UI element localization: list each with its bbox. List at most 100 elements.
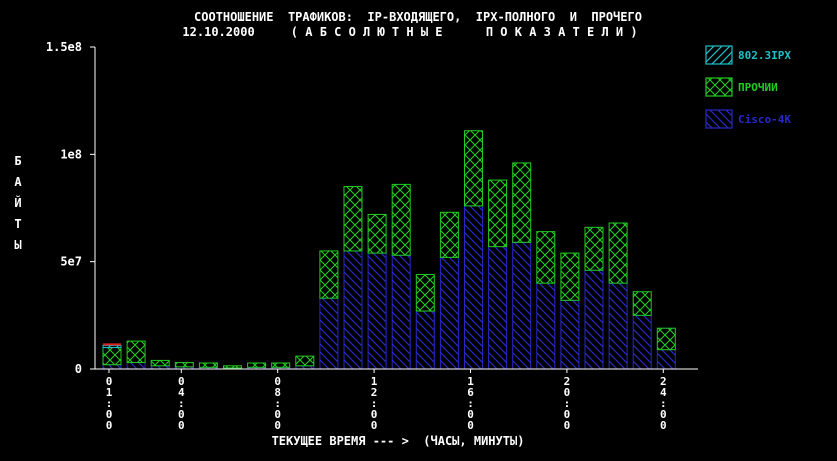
bar-segment [464, 205, 483, 370]
bar-segment [102, 344, 122, 349]
legend-label: ПРОЧИИ [738, 81, 778, 94]
bar-segment [560, 299, 580, 370]
x-tick-label-char: 2 [371, 386, 378, 399]
x-tick-label-char: 2 [564, 375, 571, 388]
legend-label: Cisco-4K [738, 113, 791, 126]
x-tick-label-char: 0 [467, 419, 474, 432]
bar-segment [512, 241, 532, 370]
bar-segment [656, 349, 676, 370]
x-tick-label-char: 0 [178, 408, 185, 421]
bar-segment [319, 297, 339, 370]
x-tick-label-char: 0 [660, 408, 667, 421]
legend-swatch [705, 45, 733, 65]
y-tick-label: 1e8 [60, 147, 82, 161]
x-tick-label-char: : [564, 397, 571, 410]
bar-segment [464, 130, 483, 207]
legend-swatch [705, 77, 733, 97]
chart-title: СООТНОШЕНИЕ ТРАФИКОВ: IP-ВХОДЯЩЕГО, IPX-… [194, 10, 642, 24]
x-tick-label-char: 0 [564, 419, 571, 432]
bar-segment [584, 226, 604, 271]
bar-segment [415, 274, 435, 312]
bar-segment [367, 252, 387, 370]
axes [94, 47, 698, 370]
bar-segment [295, 355, 315, 367]
bar-segment [198, 362, 218, 368]
x-tick-label-char: 0 [274, 408, 281, 421]
bar-segment [632, 291, 652, 316]
bar-segment [584, 269, 604, 370]
y-axis-label-letter: Й [14, 195, 21, 210]
y-axis-label-letter: Т [14, 217, 21, 231]
x-tick-label-char: 4 [178, 386, 185, 399]
bar-segment [174, 362, 194, 368]
x-tick-label-char: : [371, 397, 378, 410]
x-tick-label-char: 0 [371, 408, 378, 421]
y-tick-label: 1.5e8 [46, 40, 82, 54]
x-tick-label-char: 0 [564, 386, 571, 399]
x-tick-label-char: 0 [178, 375, 185, 388]
bar-segment [271, 362, 291, 368]
x-tick-label-char: : [106, 397, 113, 410]
x-tick-label-char: 1 [106, 386, 113, 399]
bar-segment [656, 327, 676, 351]
legend: 802.3IPX ПРОЧИИ Cisco-4K [705, 45, 791, 129]
bar-segment [367, 213, 387, 254]
bar-segment [536, 282, 556, 370]
bar-segment [488, 179, 508, 248]
x-tick-label-char: : [274, 397, 281, 410]
x-tick-label-char: 0 [106, 408, 113, 421]
y-tick-label: 0 [75, 362, 82, 376]
bar-segment [415, 310, 435, 370]
x-tick-label-char: 0 [564, 408, 571, 421]
bar-segment [632, 314, 652, 370]
legend-label: 802.3IPX [738, 49, 791, 62]
legend-swatch [705, 109, 733, 129]
x-tick-label-char: 0 [106, 419, 113, 432]
y-tick-label: 5e7 [60, 255, 82, 269]
x-tick-label-char: 8 [274, 386, 281, 399]
bar-segment [512, 162, 532, 243]
bar-segment [126, 362, 146, 370]
bar-segment [223, 365, 242, 369]
bar-segment [102, 364, 122, 370]
bar-segment [319, 250, 339, 299]
x-tick-label-char: 4 [660, 386, 667, 399]
chart-subtitle: 12.10.2000 ( А Б С О Л Ю Т Н Ы Е П О К А… [182, 25, 637, 39]
x-tick-label-char: 0 [274, 419, 281, 432]
x-tick-label-char: 1 [371, 375, 378, 388]
bar-segment [391, 183, 411, 256]
bar-segment [608, 222, 628, 284]
x-tick-label-char: 2 [660, 375, 667, 388]
x-tick-label-char: : [467, 397, 474, 410]
y-axis-label-letter: А [14, 175, 22, 189]
y-axis-label-letter: Ы [14, 238, 21, 252]
x-tick-label-char: 0 [274, 375, 281, 388]
bar-segment [343, 186, 363, 252]
bars-group [102, 130, 676, 370]
bar-segment [343, 250, 363, 370]
bar-segment [247, 362, 267, 368]
x-tick-label-char: : [178, 397, 185, 410]
y-axis-ticks: 0 5e7 1e8 1.5e8 [46, 40, 95, 376]
y-axis-label-letter: Б [14, 154, 21, 168]
bar-segment [150, 359, 170, 367]
x-tick-label-char: 0 [106, 375, 113, 388]
bar-segment [102, 347, 122, 366]
x-tick-label-char: 1 [467, 375, 474, 388]
bar-segment [439, 256, 459, 370]
bar-segment [439, 211, 459, 258]
bar-segment [560, 252, 580, 301]
x-axis-label: ТЕКУЩЕЕ ВРЕМЯ --- > (ЧАСЫ, МИНУТЫ) [272, 434, 525, 448]
bar-segment [488, 246, 508, 370]
x-tick-label-char: 0 [178, 419, 185, 432]
bar-segment [391, 254, 411, 370]
x-tick-label-char: 0 [371, 419, 378, 432]
bar-segment [126, 340, 146, 364]
x-tick-label-char: : [660, 397, 667, 410]
x-tick-label-char: 6 [467, 386, 474, 399]
bar-segment [536, 231, 556, 284]
